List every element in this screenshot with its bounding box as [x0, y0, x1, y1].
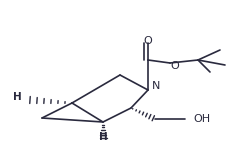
- Text: H: H: [13, 92, 22, 102]
- Text: N: N: [152, 81, 160, 91]
- Text: O: O: [171, 61, 179, 71]
- Text: O: O: [144, 36, 152, 46]
- Text: H: H: [99, 132, 107, 142]
- Text: OH: OH: [193, 114, 210, 124]
